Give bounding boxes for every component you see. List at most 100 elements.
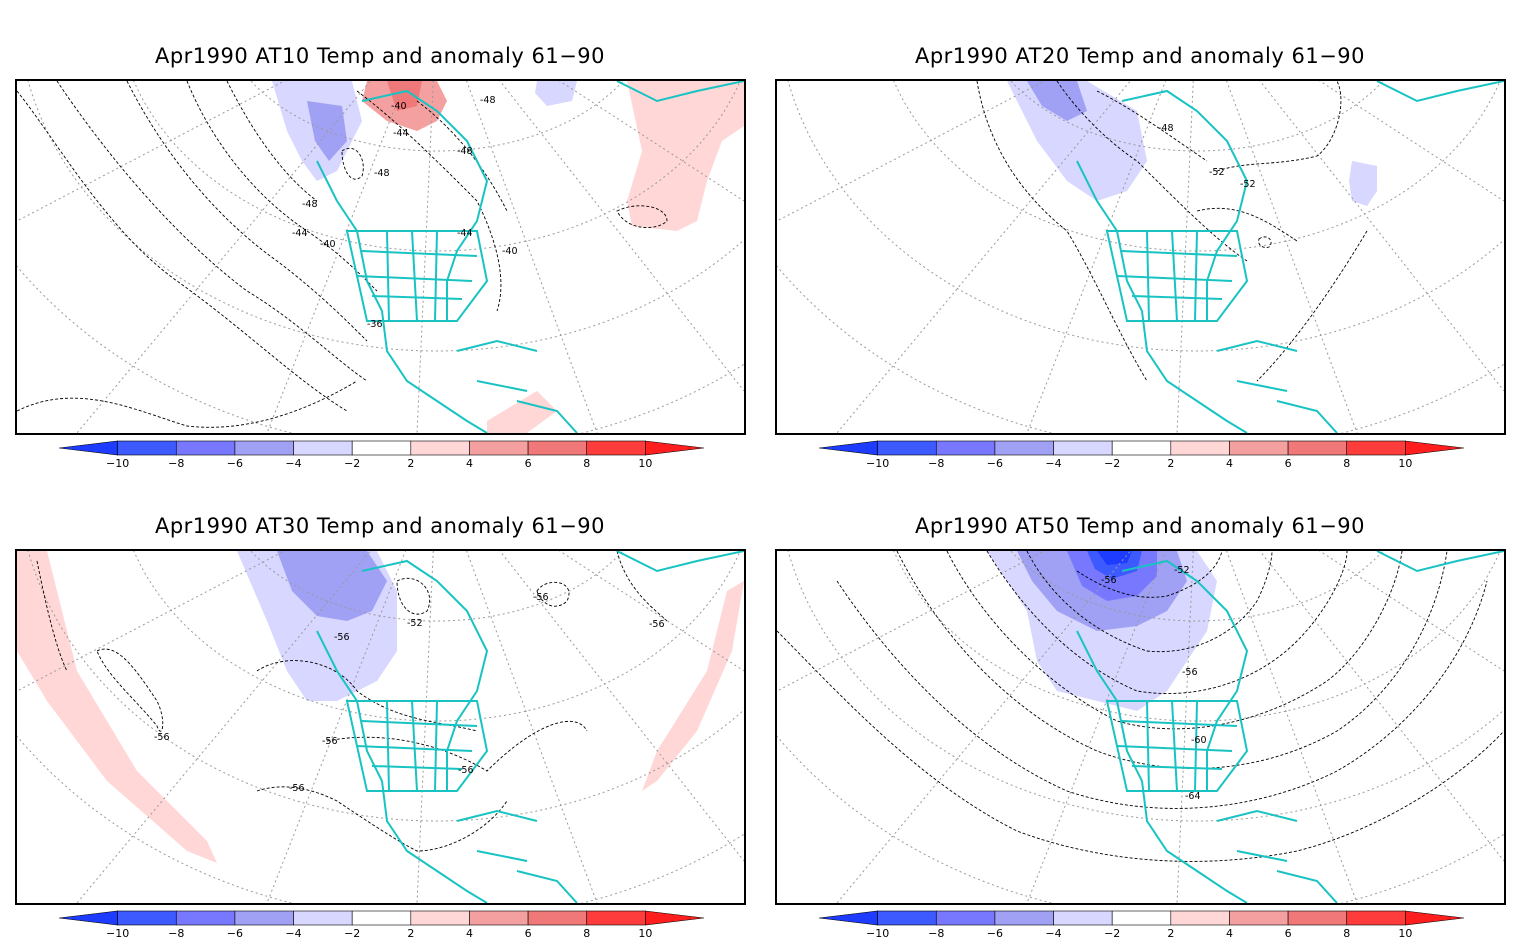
colorbar-tick-label: 2: [407, 927, 414, 939]
contour-label: -56: [334, 632, 350, 643]
colorbar: −10 −8 −6 −4 −2 2 4 6 8 10: [58, 909, 705, 940]
colorbar-bin: [994, 440, 1054, 456]
colorbar-bin: [1346, 440, 1406, 456]
contour-label: -56: [289, 783, 305, 794]
panel-at50: Apr1990 AT50 Temp and anomaly 61−90: [760, 470, 1520, 940]
colorbar-tick-label: 6: [525, 927, 532, 939]
colorbar-tick-label: 6: [1285, 457, 1292, 469]
colorbar-tick-label: −6: [227, 457, 243, 469]
colorbar-bin: [234, 440, 294, 456]
contour-label: -40: [320, 239, 336, 250]
colorbar-tick-label: 10: [1398, 457, 1412, 469]
colorbar-tick-label: −4: [1045, 457, 1061, 469]
colorbar: −10 −8 −6 −4 −2 2 4 6 8 10: [58, 439, 705, 470]
anomaly-shading: [17, 551, 744, 863]
colorbar-bin: [1111, 910, 1172, 926]
colorbar-tick-label: 2: [1167, 457, 1174, 469]
colorbar-tick-label: 8: [1343, 927, 1350, 939]
colorbar-tick-label: −8: [168, 927, 184, 939]
panel-title: Apr1990 AT10 Temp and anomaly 61−90: [154, 44, 606, 68]
colorbar-bin: [586, 910, 646, 926]
colorbar-tick-label: −8: [928, 927, 944, 939]
colorbar-bin: [586, 440, 646, 456]
colorbar-tick-label: −2: [1104, 457, 1120, 469]
colorbar-bin: [1229, 910, 1289, 926]
colorbar-bin: [935, 910, 996, 926]
colorbar-bin: [1053, 440, 1113, 456]
colorbar-tick-label: 6: [525, 457, 532, 469]
colorbar-bin: [469, 440, 529, 456]
map-canvas: -56 -52 -56 -60 -64: [777, 551, 1504, 903]
colorbar-tick-label: −6: [227, 927, 243, 939]
contour-labels: -56 -52 -56 -56 -56 -56 -56 -56: [154, 592, 665, 794]
colorbar-bin: [469, 910, 529, 926]
colorbar-bin: [1170, 910, 1230, 926]
colorbar-tick-label: −6: [987, 927, 1003, 939]
contour-labels: -48 -52 -52: [1158, 123, 1256, 190]
panel-at30: Apr1990 AT30 Temp and anomaly 61−90: [0, 470, 760, 940]
colorbar-tick-label: 2: [1167, 927, 1174, 939]
graticule: [777, 81, 1504, 433]
colorbar-bin: [527, 910, 588, 926]
colorbar-tick-label: 10: [638, 457, 652, 469]
contour-label: -48: [480, 95, 496, 106]
colorbar-tick-label: −6: [987, 457, 1003, 469]
coastline: [316, 81, 744, 433]
colorbar-arrow-high: [645, 910, 705, 926]
colorbar-bin: [1053, 910, 1113, 926]
map-frame: -56 -52 -56 -60 -64: [775, 549, 1506, 905]
map-frame: -48 -52 -52: [775, 79, 1506, 435]
contour-label: -48: [457, 146, 473, 157]
colorbar-tick-label: −2: [344, 457, 360, 469]
colorbar-bin: [410, 440, 470, 456]
colorbar-tick-label: 10: [1398, 927, 1412, 939]
colorbar-arrow-high: [1405, 440, 1465, 456]
colorbar-bin: [117, 440, 177, 456]
colorbar-svg: −10 −8 −6 −4 −2 2 4 6 8 10: [818, 910, 1465, 940]
contour-label: -52: [1209, 167, 1225, 178]
colorbar-tick-label: −10: [106, 927, 129, 939]
colorbar-bin: [877, 440, 937, 456]
colorbar: −10 −8 −6 −4 −2 2 4 6 8 10: [818, 439, 1465, 470]
contour-label: -52: [1240, 179, 1256, 190]
colorbar-bin: [293, 910, 353, 926]
contour-labels: -56 -52 -56 -60 -64: [1101, 565, 1207, 802]
colorbar-bin: [351, 440, 412, 456]
anomaly-shading: [1007, 81, 1377, 206]
contour-label: -56: [1182, 667, 1198, 678]
colorbar-bin: [175, 910, 236, 926]
colorbar-tick-label: −8: [168, 457, 184, 469]
colorbar-bin: [117, 910, 177, 926]
contour-label: -64: [1185, 791, 1201, 802]
colorbar-bin: [935, 440, 996, 456]
colorbar-tick-label: −4: [285, 927, 301, 939]
colorbar-bin: [410, 910, 470, 926]
contour-label: -52: [1174, 565, 1190, 576]
colorbar-tick-label: −10: [866, 927, 889, 939]
colorbar-tick-label: 4: [1226, 457, 1233, 469]
colorbar-bin: [1229, 440, 1289, 456]
contour-label: -60: [1191, 735, 1207, 746]
colorbar-bin: [1170, 440, 1230, 456]
panel-title: Apr1990 AT20 Temp and anomaly 61−90: [914, 44, 1366, 68]
panel-at20: Apr1990 AT20 Temp and anomaly 61−90: [760, 0, 1520, 470]
colorbar-tick-label: −10: [866, 457, 889, 469]
colorbar-bin: [351, 910, 412, 926]
colorbar-svg: −10 −8 −6 −4 −2 2 4 6 8 10: [58, 910, 705, 940]
colorbar-tick-label: 4: [466, 927, 473, 939]
colorbar-bin: [234, 910, 294, 926]
contour-label: -40: [391, 101, 407, 112]
colorbar-tick-label: −10: [106, 457, 129, 469]
colorbar-tick-label: 6: [1285, 927, 1292, 939]
contour-labels: -40 -48 -44 -48 -48 -48 -44 -40 -44 -40 …: [292, 95, 518, 330]
graticule: [777, 551, 1504, 903]
map-canvas: -56 -52 -56 -56 -56 -56 -56 -56: [17, 551, 744, 903]
contour-label: -56: [649, 619, 665, 630]
contour-label: -44: [393, 128, 409, 139]
panel-title: Apr1990 AT30 Temp and anomaly 61−90: [154, 514, 606, 538]
anomaly-shading: [272, 81, 744, 433]
colorbar-tick-label: 8: [1343, 457, 1350, 469]
colorbar-tick-label: −8: [928, 457, 944, 469]
contour-label: -56: [458, 765, 474, 776]
coastline: [316, 551, 744, 903]
